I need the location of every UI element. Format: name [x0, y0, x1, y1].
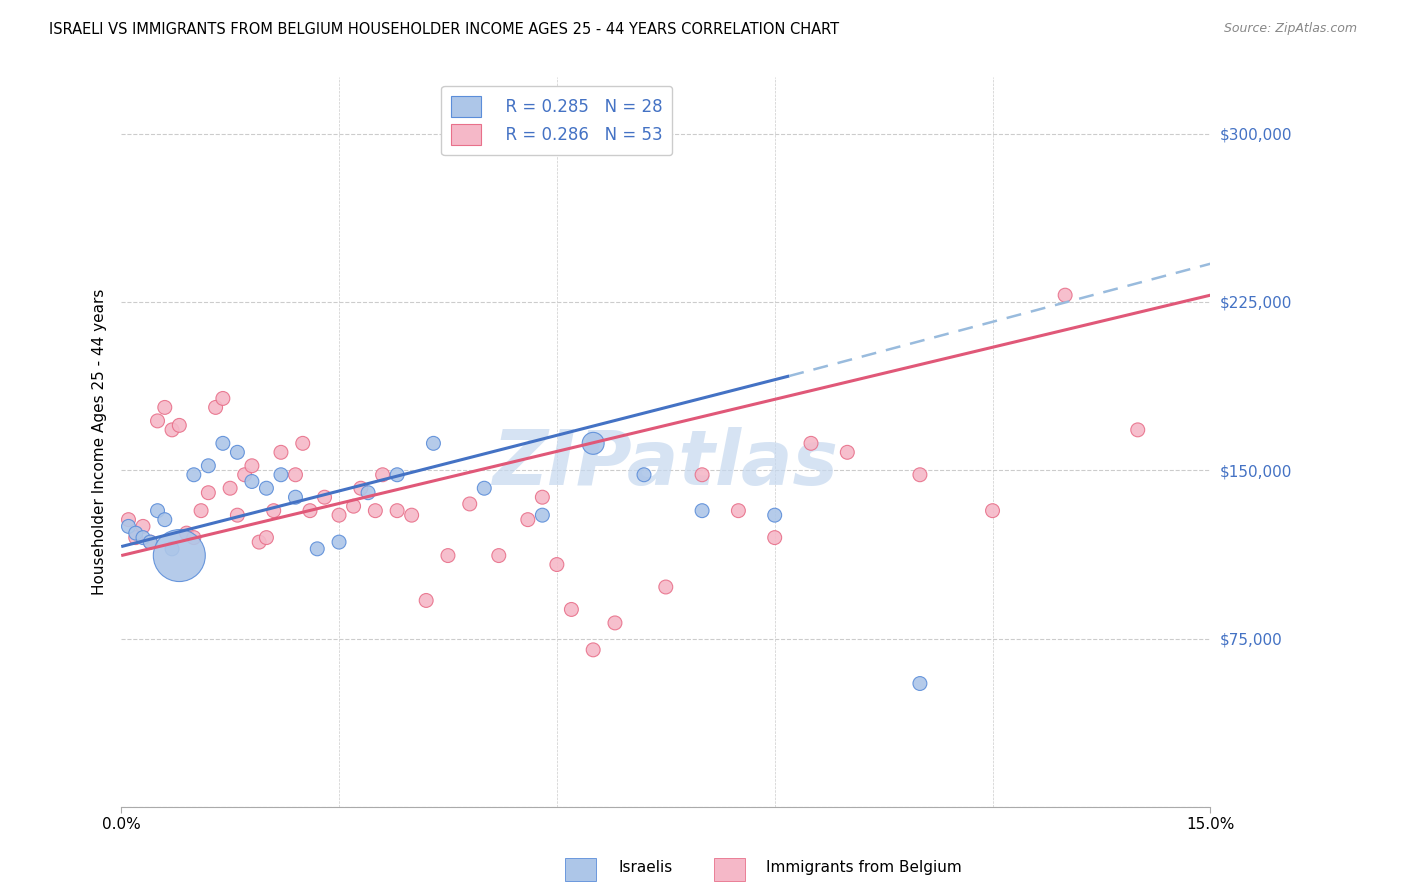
Point: [763, 531, 786, 545]
Point: [117, 513, 139, 527]
Point: [422, 436, 444, 450]
Point: [350, 481, 373, 495]
Point: [298, 504, 321, 518]
Point: [284, 467, 307, 482]
Point: [190, 504, 212, 518]
Point: [132, 519, 155, 533]
Point: [633, 467, 655, 482]
Point: [256, 481, 278, 495]
Point: [117, 519, 139, 533]
Point: [204, 401, 226, 415]
Point: [146, 504, 169, 518]
Point: [270, 445, 292, 459]
Point: [183, 467, 205, 482]
Point: [125, 531, 148, 545]
Point: [240, 475, 263, 489]
Point: [197, 458, 219, 473]
Point: [603, 615, 626, 630]
Point: [1126, 423, 1149, 437]
Text: Immigrants from Belgium: Immigrants from Belgium: [766, 861, 962, 875]
Y-axis label: Householder Income Ages 25 - 44 years: Householder Income Ages 25 - 44 years: [93, 289, 107, 595]
Point: [401, 508, 423, 523]
Point: [240, 458, 263, 473]
Point: [908, 676, 931, 690]
Point: [256, 531, 278, 545]
Point: [582, 643, 605, 657]
Point: [371, 467, 394, 482]
Point: [139, 535, 162, 549]
Point: [212, 392, 235, 406]
Point: [727, 504, 749, 518]
Text: ZIPatlas: ZIPatlas: [492, 427, 839, 501]
Text: Israelis: Israelis: [619, 861, 673, 875]
Point: [328, 508, 350, 523]
Point: [284, 490, 307, 504]
Point: [488, 549, 510, 563]
Point: [981, 504, 1004, 518]
Point: [153, 401, 176, 415]
Point: [342, 499, 364, 513]
Point: [226, 508, 249, 523]
Point: [226, 445, 249, 459]
Point: [800, 436, 823, 450]
Point: [132, 531, 155, 545]
Point: [125, 526, 148, 541]
Point: [291, 436, 314, 450]
Point: [263, 504, 285, 518]
Point: [233, 467, 256, 482]
Point: [270, 467, 292, 482]
Point: [183, 531, 205, 545]
Point: [472, 481, 495, 495]
Point: [763, 508, 786, 523]
Point: [385, 467, 408, 482]
Point: [437, 549, 460, 563]
Point: [146, 414, 169, 428]
Point: [176, 526, 198, 541]
Point: [837, 445, 859, 459]
Point: [160, 541, 183, 556]
Point: [690, 504, 713, 518]
Point: [690, 467, 713, 482]
Point: [415, 593, 437, 607]
Point: [1054, 288, 1077, 302]
Point: [160, 423, 183, 437]
Point: [247, 535, 270, 549]
Point: [908, 467, 931, 482]
Point: [582, 436, 605, 450]
Point: [169, 549, 191, 563]
Point: [531, 490, 554, 504]
Point: [314, 490, 336, 504]
Point: [560, 602, 582, 616]
Point: [153, 513, 176, 527]
Point: [212, 436, 235, 450]
Text: Source: ZipAtlas.com: Source: ZipAtlas.com: [1223, 22, 1357, 36]
Point: [139, 535, 162, 549]
Point: [328, 535, 350, 549]
Point: [357, 485, 380, 500]
Point: [197, 485, 219, 500]
Point: [458, 497, 481, 511]
Point: [546, 558, 568, 572]
Point: [531, 508, 554, 523]
Point: [364, 504, 387, 518]
Point: [516, 513, 538, 527]
Legend:   R = 0.285   N = 28,   R = 0.286   N = 53: R = 0.285 N = 28, R = 0.286 N = 53: [441, 86, 672, 155]
Point: [655, 580, 678, 594]
Point: [307, 541, 329, 556]
Text: ISRAELI VS IMMIGRANTS FROM BELGIUM HOUSEHOLDER INCOME AGES 25 - 44 YEARS CORRELA: ISRAELI VS IMMIGRANTS FROM BELGIUM HOUSE…: [49, 22, 839, 37]
Point: [385, 504, 408, 518]
Point: [219, 481, 242, 495]
Point: [169, 418, 191, 433]
